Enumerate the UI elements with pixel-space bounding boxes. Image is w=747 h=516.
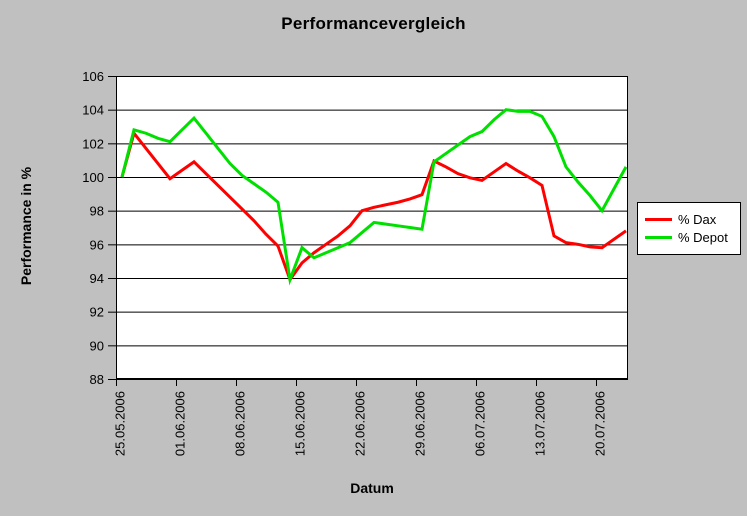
x-tick-label: 25.05.2006 bbox=[113, 391, 128, 456]
series-dax-line bbox=[120, 129, 627, 283]
legend-label-dax: % Dax bbox=[678, 212, 717, 227]
y-tick-label: 96 bbox=[90, 237, 104, 252]
y-tick-label: 88 bbox=[90, 372, 104, 387]
series-depot-line bbox=[120, 108, 628, 286]
x-tick-label: 20.07.2006 bbox=[593, 391, 608, 456]
legend-label-depot: % Depot bbox=[678, 230, 728, 245]
y-axis: 88 90 92 94 96 98 100 102 104 106 bbox=[82, 69, 116, 387]
y-tick-label: 102 bbox=[82, 136, 104, 151]
y-tick-label: 98 bbox=[90, 204, 104, 219]
x-tick-label: 08.06.2006 bbox=[233, 391, 248, 456]
chart-title: Performancevergleich bbox=[281, 14, 466, 33]
x-axis: 25.05.2006 01.06.2006 08.06.2006 15.06.2006… bbox=[113, 379, 608, 456]
x-tick-label: 01.06.2006 bbox=[173, 391, 188, 456]
x-tick-label: 29.06.2006 bbox=[413, 391, 428, 456]
x-tick-label: 15.06.2006 bbox=[293, 391, 308, 456]
legend-entry-dax: % Dax bbox=[645, 213, 740, 226]
x-tick-label: 13.07.2006 bbox=[533, 391, 548, 456]
y-tick-label: 90 bbox=[90, 338, 104, 353]
legend: % Dax % Depot bbox=[637, 202, 741, 255]
y-tick-label: 100 bbox=[82, 170, 104, 185]
y-tick-label: 92 bbox=[90, 305, 104, 320]
dax-line-swatch-icon bbox=[645, 218, 672, 221]
y-tick-label: 104 bbox=[82, 103, 104, 118]
x-axis-title: Datum bbox=[350, 480, 394, 496]
y-tick-label: 94 bbox=[90, 271, 104, 286]
legend-entry-depot: % Depot bbox=[645, 231, 740, 244]
depot-line-swatch-icon bbox=[645, 236, 672, 239]
plot-border bbox=[116, 76, 628, 379]
x-tick-label: 22.06.2006 bbox=[353, 391, 368, 456]
y-tick-label: 106 bbox=[82, 69, 104, 84]
x-tick-label: 06.07.2006 bbox=[473, 391, 488, 456]
